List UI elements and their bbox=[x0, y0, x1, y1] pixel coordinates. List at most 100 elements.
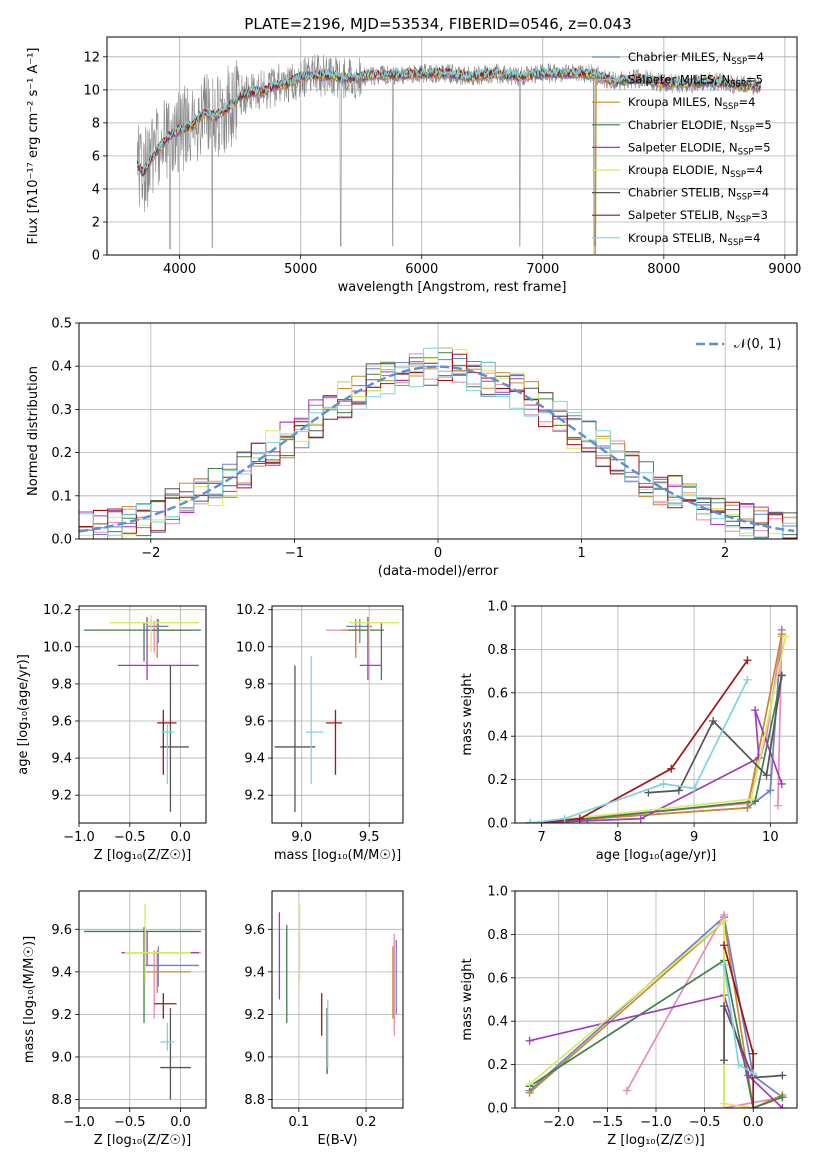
weight-marker bbox=[622, 1086, 631, 1095]
weight-marker bbox=[766, 786, 775, 795]
y-tick-label: 9.2 bbox=[244, 1008, 265, 1023]
y-tick-label: 9.6 bbox=[51, 714, 72, 729]
y-tick-label: 0.2 bbox=[487, 773, 508, 788]
axes-frame bbox=[271, 890, 404, 1109]
weight-marker bbox=[575, 814, 584, 823]
weight-marker bbox=[525, 1036, 534, 1045]
y-tick-label: 0.4 bbox=[51, 360, 72, 375]
weight-marker bbox=[526, 819, 535, 823]
spectrum-legend: Chabrier MILES, NSSP=4 Salpeter MILES, NS… bbox=[592, 50, 772, 248]
y-tick-label: 9.2 bbox=[244, 789, 265, 804]
legend-entry: Chabrier MILES, NSSP=4 bbox=[628, 50, 764, 67]
y-tick-label: 9.0 bbox=[51, 1050, 72, 1065]
x-tick-label: −0.5 bbox=[114, 1115, 146, 1130]
y-tick-label: 0.2 bbox=[51, 446, 72, 461]
grid-lines bbox=[272, 606, 403, 823]
y-tick-label: 1.0 bbox=[487, 885, 508, 900]
weight-marker bbox=[720, 960, 729, 969]
weight-marker bbox=[777, 779, 786, 788]
weight-line bbox=[530, 659, 749, 823]
x-tick-label: 0.2 bbox=[356, 1115, 377, 1130]
x-axis-label: E(B-V) bbox=[317, 1133, 357, 1148]
weight-marker bbox=[560, 814, 569, 823]
plot-mass_vs_ebv: 0.1 0.2 8.8 9.0 9.2 9.4 9.6 E(B-V) bbox=[244, 890, 404, 1148]
x-axis-label: Z [log₁₀(Z/Z☉)] bbox=[94, 1133, 191, 1148]
legend-entry: 𝒩(0, 1) bbox=[734, 337, 781, 352]
x-axis-label: wavelength [Angstrom, rest frame] bbox=[338, 280, 567, 295]
plot-weight_vs_age: 7 8 9 10 0.0 0.2 0.4 0.6 0.8 1.0 age [log₁₀(age/yr… bbox=[460, 600, 798, 863]
weight-line bbox=[529, 919, 783, 1108]
weight-marker bbox=[690, 784, 699, 793]
x-axis-label: mass [log₁₀(M/M☉)] bbox=[274, 848, 401, 863]
y-tick-label: 0.2 bbox=[487, 1058, 508, 1073]
weight-marker bbox=[709, 717, 718, 726]
axes-frame bbox=[271, 605, 404, 824]
weight-marker bbox=[743, 656, 752, 665]
axes-frame bbox=[78, 322, 798, 540]
y-tick-label: 6 bbox=[92, 149, 100, 164]
x-tick-label: 0.0 bbox=[170, 830, 191, 845]
plot-area bbox=[136, 54, 761, 254]
y-tick-label: 9.2 bbox=[51, 1008, 72, 1023]
weight-marker bbox=[734, 1060, 743, 1069]
y-tick-label: 9.6 bbox=[244, 714, 265, 729]
x-tick-label: 7000 bbox=[526, 262, 559, 277]
legend-entry: Kroupa ELODIE, NSSP=4 bbox=[628, 163, 763, 180]
weight-line bbox=[723, 1005, 783, 1079]
model-spectrum-line bbox=[136, 66, 761, 174]
plot-area bbox=[526, 625, 790, 823]
x-tick-label: −1.0 bbox=[63, 830, 95, 845]
x-tick-label: −0.5 bbox=[114, 830, 146, 845]
plot-area bbox=[84, 615, 201, 812]
x-tick-label: −2.0 bbox=[543, 1115, 575, 1130]
y-tick-label: 0.6 bbox=[487, 686, 508, 701]
axes: 0.1 0.2 8.8 9.0 9.2 9.4 9.6 E(B-V) bbox=[244, 890, 404, 1148]
axes: −1.0 −0.5 0.0 9.2 9.4 9.6 9.8 10.0 10.2 Z [log₁₀(… bbox=[16, 603, 207, 863]
axes: 7 8 9 10 0.0 0.2 0.4 0.6 0.8 1.0 age [log₁₀(age/yr… bbox=[460, 600, 798, 863]
model-spectrum-line bbox=[136, 67, 761, 175]
weight-marker bbox=[636, 814, 645, 823]
y-tick-label: 0.4 bbox=[487, 730, 508, 745]
weight-marker bbox=[747, 795, 756, 804]
legend-entry: Salpeter STELIB, NSSP=3 bbox=[628, 208, 768, 225]
y-tick-label: 0.6 bbox=[487, 971, 508, 986]
weight-marker bbox=[777, 671, 786, 680]
x-tick-label: 10 bbox=[762, 830, 779, 845]
x-axis-label: Z [log₁₀(Z/Z☉)] bbox=[607, 1133, 704, 1148]
y-axis-label: Flux [fλ10⁻¹⁷ erg cm⁻² s⁻¹ A⁻¹] bbox=[26, 48, 41, 245]
x-axis-label: Z [log₁₀(Z/Z☉)] bbox=[94, 848, 191, 863]
y-tick-label: 10 bbox=[83, 83, 100, 98]
x-tick-label: 0.1 bbox=[289, 1115, 310, 1130]
axes: −2 −1 0 1 2 0.0 0.1 0.2 0.3 0.4 0.5 (data-model)/er… bbox=[26, 317, 798, 579]
x-tick-label: 9 bbox=[690, 830, 698, 845]
weight-marker bbox=[659, 779, 668, 788]
y-tick-label: 10.0 bbox=[43, 640, 72, 655]
y-tick-label: 10.0 bbox=[236, 640, 265, 655]
legend-entry: Salpeter MILES, NSSP=5 bbox=[628, 73, 763, 90]
y-tick-label: 9.6 bbox=[244, 923, 265, 938]
weight-marker bbox=[751, 706, 760, 715]
plot-area bbox=[274, 615, 399, 812]
weight-marker bbox=[525, 1080, 534, 1089]
x-tick-label: 4000 bbox=[163, 262, 196, 277]
y-axis-label: age [log₁₀(age/yr)] bbox=[16, 654, 31, 775]
y-tick-label: 8.8 bbox=[51, 1093, 72, 1108]
y-tick-label: 0.0 bbox=[487, 817, 508, 832]
weight-marker bbox=[749, 1069, 758, 1078]
y-tick-label: 9.4 bbox=[244, 752, 265, 767]
y-tick-label: 9.4 bbox=[51, 965, 72, 980]
weight-marker bbox=[778, 1093, 787, 1102]
weight-marker bbox=[778, 1104, 787, 1108]
x-tick-label: 9000 bbox=[768, 262, 801, 277]
x-tick-label: 5000 bbox=[284, 262, 317, 277]
x-tick-label: −1.0 bbox=[640, 1115, 672, 1130]
y-tick-label: 0.8 bbox=[487, 643, 508, 658]
y-tick-label: 8 bbox=[92, 116, 100, 131]
weight-marker bbox=[667, 764, 676, 773]
x-tick-label: 9.0 bbox=[291, 830, 312, 845]
legend-entry: Kroupa STELIB, NSSP=4 bbox=[628, 231, 760, 248]
x-tick-label: 0.0 bbox=[170, 1115, 191, 1130]
x-tick-label: 8 bbox=[614, 830, 622, 845]
weight-marker bbox=[720, 1056, 729, 1065]
weight-marker bbox=[720, 917, 729, 926]
